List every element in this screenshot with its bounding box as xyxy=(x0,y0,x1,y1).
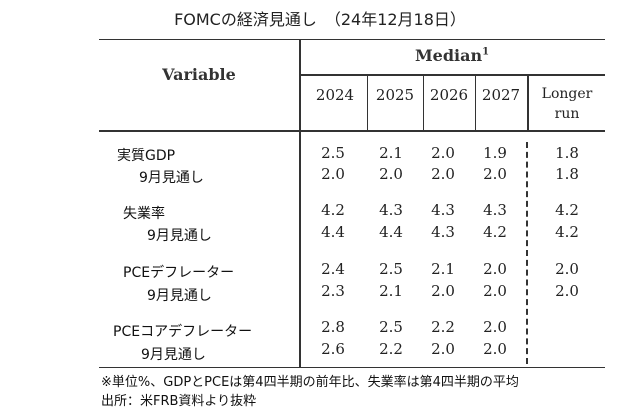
median-header-text: Median xyxy=(414,46,483,65)
row-label-real-gdp: 実質GDP xyxy=(117,148,176,164)
year-header-2025: 2025 xyxy=(375,86,415,104)
year-divider-2 xyxy=(423,74,424,130)
cell-unemployment-sep-2026: 4.3 xyxy=(431,223,455,241)
page-title: FOMCの経済見通し （24年12月18日） xyxy=(174,10,466,29)
variable-column-divider xyxy=(299,40,301,367)
cell-core-pce-sep-2026: 2.0 xyxy=(431,340,455,358)
row-label-unemployment-sep: 9月見通し xyxy=(147,228,212,244)
cell-pce-2024: 2.4 xyxy=(321,260,345,278)
cell-real-gdp-sep-2025: 2.0 xyxy=(379,165,403,183)
cell-real-gdp-2025: 2.1 xyxy=(379,144,403,162)
unit-note: ※単位%、GDPとPCEは第4四半期の前年比、失業率は第4四半期の平均 xyxy=(101,375,519,390)
cell-core-pce-2027: 2.0 xyxy=(483,318,507,336)
cell-unemployment-sep-2024: 4.4 xyxy=(321,223,345,241)
median-footnote-mark: 1 xyxy=(482,46,490,58)
cell-real-gdp-longer: 1.8 xyxy=(555,144,579,162)
cell-core-pce-2025: 2.5 xyxy=(379,318,403,336)
row-label-core-pce: PCEコアデフレーター xyxy=(113,324,253,340)
cell-core-pce-sep-2024: 2.6 xyxy=(321,340,345,358)
cell-pce-sep-2026: 2.0 xyxy=(431,282,455,300)
year-divider-4 xyxy=(527,74,529,130)
cell-pce-sep-2027: 2.0 xyxy=(483,282,507,300)
cell-real-gdp-2026: 2.0 xyxy=(431,144,455,162)
cell-real-gdp-sep-2024: 2.0 xyxy=(321,165,345,183)
longer-run-header: Longer run xyxy=(529,84,605,124)
cell-unemployment-longer: 4.2 xyxy=(555,201,579,219)
row-label-unemployment: 失業率 xyxy=(123,206,165,222)
cell-pce-2025: 2.5 xyxy=(379,260,403,278)
cell-real-gdp-2027: 1.9 xyxy=(483,144,507,162)
source-note: 出所：米FRB資料より抜粋 xyxy=(101,394,257,409)
row-label-real-gdp-sep: 9月見通し xyxy=(139,170,204,186)
cell-unemployment-2025: 4.3 xyxy=(379,201,403,219)
cell-pce-2027: 2.0 xyxy=(483,260,507,278)
cell-real-gdp-sep-longer: 1.8 xyxy=(555,165,579,183)
projections-table: Variable Median1 2024 2025 2026 2027 Lon… xyxy=(99,39,605,368)
cell-pce-sep-2025: 2.1 xyxy=(379,282,403,300)
row-label-pce-sep: 9月見通し xyxy=(147,288,212,304)
cell-pce-longer: 2.0 xyxy=(555,260,579,278)
longer-run-header-line1: Longer xyxy=(541,86,593,102)
year-header-2026: 2026 xyxy=(429,86,469,104)
year-header-2024: 2024 xyxy=(315,86,355,104)
cell-pce-sep-longer: 2.0 xyxy=(555,282,579,300)
cell-unemployment-sep-longer: 4.2 xyxy=(555,223,579,241)
longer-run-header-line2: run xyxy=(554,106,580,122)
row-label-pce: PCEデフレーター xyxy=(123,265,235,281)
median-header: Median1 xyxy=(299,46,605,65)
longer-run-dashed-divider xyxy=(526,142,528,364)
cell-core-pce-2024: 2.8 xyxy=(321,318,345,336)
cell-real-gdp-sep-2027: 2.0 xyxy=(483,165,507,183)
year-divider-3 xyxy=(475,74,476,130)
cell-core-pce-sep-2025: 2.2 xyxy=(379,340,403,358)
year-divider-1 xyxy=(367,74,368,130)
cell-core-pce-sep-2027: 2.0 xyxy=(483,340,507,358)
cell-pce-2026: 2.1 xyxy=(431,260,455,278)
cell-unemployment-sep-2027: 4.2 xyxy=(483,223,507,241)
cell-pce-sep-2024: 2.3 xyxy=(321,282,345,300)
cell-unemployment-2026: 4.3 xyxy=(431,201,455,219)
cell-real-gdp-2024: 2.5 xyxy=(321,144,345,162)
cell-core-pce-2026: 2.2 xyxy=(431,318,455,336)
row-label-core-pce-sep: 9月見通し xyxy=(141,347,206,363)
cell-real-gdp-sep-2026: 2.0 xyxy=(431,165,455,183)
year-header-2027: 2027 xyxy=(481,86,521,104)
median-underline xyxy=(299,74,605,76)
cell-unemployment-2027: 4.3 xyxy=(483,201,507,219)
header-bottom-line xyxy=(99,130,605,132)
cell-unemployment-2024: 4.2 xyxy=(321,201,345,219)
cell-unemployment-sep-2025: 4.4 xyxy=(379,223,403,241)
variable-header: Variable xyxy=(162,65,236,84)
